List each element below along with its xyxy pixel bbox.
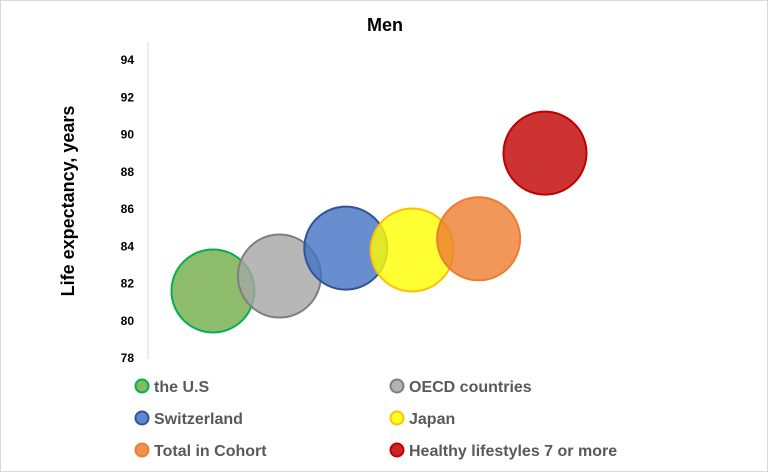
legend-label: Healthy lifestyles 7 or more xyxy=(409,443,617,460)
y-tick-label: 82 xyxy=(121,277,135,291)
legend-marker xyxy=(389,378,405,394)
legend-marker xyxy=(389,442,405,458)
legend-item-3[interactable]: Switzerland xyxy=(134,410,243,428)
legend-item-4[interactable]: Japan xyxy=(389,410,456,428)
legend-label: Japan xyxy=(409,411,455,428)
y-tick-label: 92 xyxy=(121,90,135,104)
legend-item-1[interactable]: the U.S xyxy=(134,378,210,396)
legend-item-6[interactable]: Healthy lifestyles 7 or more xyxy=(389,442,618,460)
legend-item-2[interactable]: OECD countries xyxy=(389,378,532,396)
legend-label: OECD countries xyxy=(409,379,532,396)
legend-label: the U.S xyxy=(154,379,209,396)
y-tick-label: 84 xyxy=(121,239,135,253)
chart-title: Men xyxy=(367,15,403,35)
legend-marker xyxy=(134,410,150,426)
bubble-6 xyxy=(502,110,588,196)
bubble-5 xyxy=(436,196,522,282)
legend-label: Switzerland xyxy=(154,411,243,428)
legend-label: Total in Cohort xyxy=(154,443,267,460)
legend-marker xyxy=(134,378,150,394)
y-tick-label: 80 xyxy=(121,314,135,328)
legend-marker xyxy=(134,442,150,458)
y-axis-label: Life expectancy, years xyxy=(58,106,78,297)
legend-marker xyxy=(389,410,405,426)
y-tick-label: 78 xyxy=(121,351,135,365)
y-tick-label: 86 xyxy=(121,202,135,216)
legend-item-5[interactable]: Total in Cohort xyxy=(134,442,268,460)
y-tick-label: 90 xyxy=(121,128,135,142)
y-tick-label: 94 xyxy=(121,53,135,67)
y-tick-label: 88 xyxy=(121,165,135,179)
